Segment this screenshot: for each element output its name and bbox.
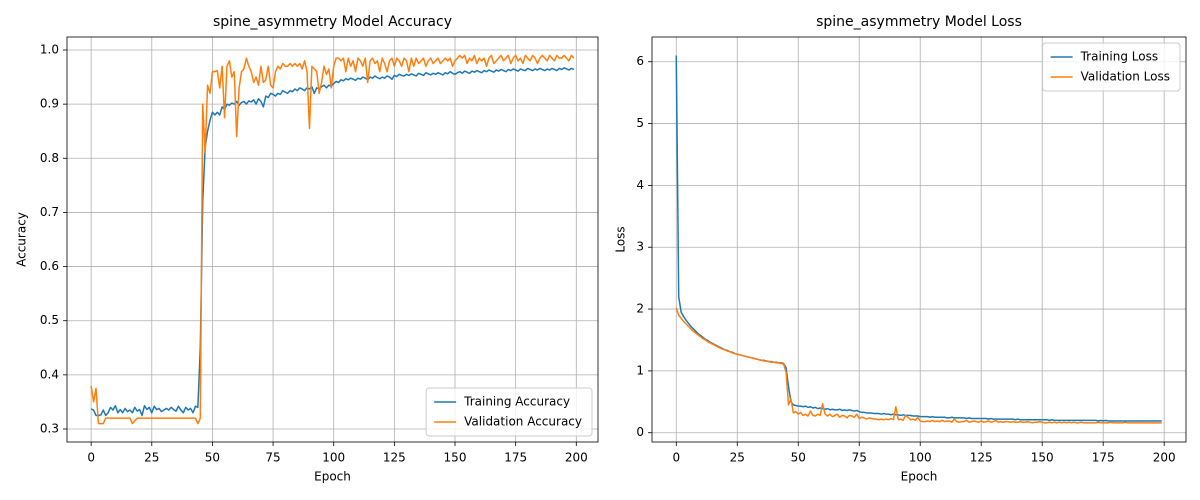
legend-label: Validation Loss (1081, 70, 1170, 84)
y-tick-label: 0.8 (40, 151, 59, 165)
x-axis-label: Epoch (314, 470, 351, 484)
legend: Training Accuracy Validation Accuracy (425, 387, 593, 437)
x-tick-label: 100 (909, 451, 932, 465)
y-tick-label: 0.4 (40, 367, 59, 381)
x-tick-label: 75 (265, 451, 280, 465)
x-tick-label: 0 (672, 451, 680, 465)
x-axis-label: Epoch (901, 470, 938, 484)
legend: Training Loss Validation Loss (1042, 42, 1181, 92)
y-tick-label: 0.6 (40, 259, 59, 273)
legend-box (1042, 42, 1181, 92)
legend-label: Training Accuracy (463, 395, 570, 409)
y-tick-label: 2 (636, 302, 644, 316)
x-tick-label: 200 (1153, 451, 1176, 465)
x-tick-label: 50 (791, 451, 806, 465)
data-line (90, 67, 575, 417)
y-axis-label: Loss (614, 226, 628, 252)
y-tick-label: 1 (636, 363, 644, 377)
legend-label: Validation Accuracy (464, 415, 582, 429)
x-tick-label: 50 (205, 451, 220, 465)
y-tick-label: 6 (636, 54, 644, 68)
y-tick-label: 0.7 (40, 205, 59, 219)
y-tick-label: 5 (636, 116, 644, 130)
x-tick-label: 175 (1092, 451, 1115, 465)
x-tick-label: 25 (144, 451, 159, 465)
data-line (90, 54, 575, 425)
y-tick-label: 0 (636, 425, 644, 439)
x-tick-label: 150 (444, 451, 467, 465)
x-tick-label: 125 (970, 451, 993, 465)
data-line (675, 307, 1162, 424)
y-tick-label: 0.3 (40, 422, 59, 436)
y-tick-label: 0.5 (40, 313, 59, 327)
y-tick-label: 0.9 (40, 97, 59, 111)
data-line (675, 55, 1162, 422)
chart-title: spine_asymmetry Model Accuracy (213, 14, 452, 30)
x-tick-label: 0 (87, 451, 95, 465)
y-tick-label: 4 (636, 178, 644, 192)
x-tick-label: 75 (852, 451, 867, 465)
chart-title: spine_asymmetry Model Loss (816, 14, 1022, 30)
y-tick-label: 1.0 (40, 42, 59, 56)
legend-box (425, 387, 593, 437)
plot-frame (66, 36, 599, 443)
plot-frame (651, 36, 1187, 443)
x-tick-label: 175 (504, 451, 527, 465)
x-tick-label: 200 (565, 451, 588, 465)
x-tick-label: 125 (383, 451, 406, 465)
x-tick-label: 100 (322, 451, 345, 465)
y-axis-label: Accuracy (15, 212, 29, 267)
legend-label: Training Loss (1080, 50, 1158, 64)
x-tick-label: 25 (730, 451, 745, 465)
y-tick-label: 3 (636, 240, 644, 254)
x-tick-label: 150 (1031, 451, 1054, 465)
